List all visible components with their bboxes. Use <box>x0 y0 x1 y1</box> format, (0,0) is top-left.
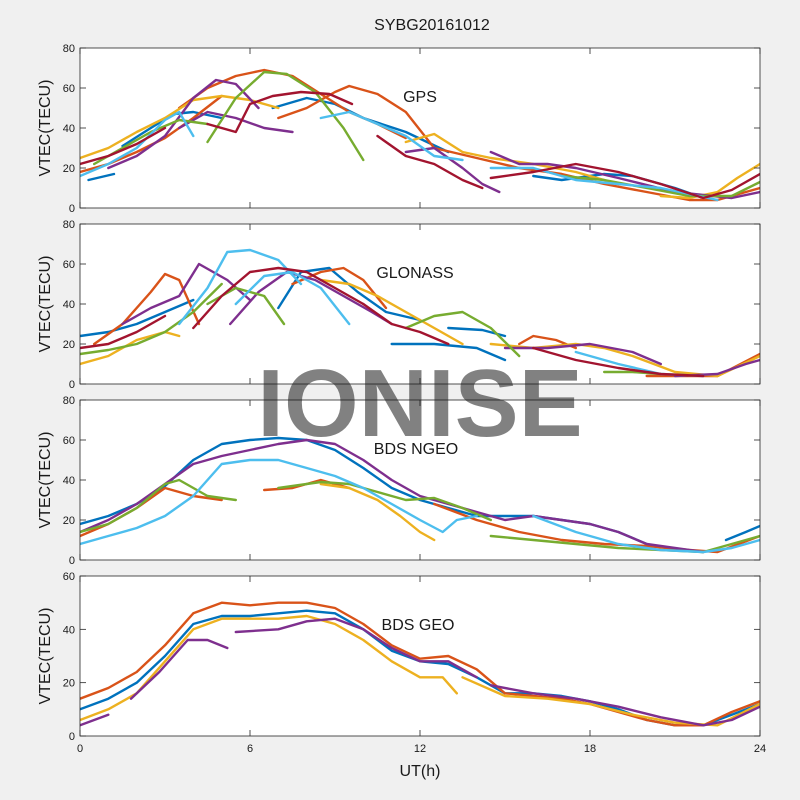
series-line <box>129 638 229 700</box>
panel-title: BDS NGEO <box>374 441 458 458</box>
series-line <box>319 278 464 346</box>
series-line <box>178 248 303 326</box>
y-tick-label: 60 <box>63 571 75 583</box>
y-tick-label: 0 <box>69 203 75 215</box>
series-group <box>80 601 760 727</box>
panel-1: 0 20 40 60 80 VTEC(TECU) GPS <box>37 43 761 215</box>
series-line <box>80 298 195 338</box>
y-tick-label: 80 <box>63 43 75 55</box>
series-line <box>277 84 436 150</box>
series-line <box>80 614 458 722</box>
series-line <box>659 162 760 200</box>
y-tick-label: 0 <box>69 731 75 743</box>
plot-area <box>80 576 760 736</box>
series-line <box>234 270 351 326</box>
series-line <box>724 524 760 542</box>
y-tick-label: 0 <box>69 379 75 391</box>
series-line <box>404 310 521 358</box>
series-line <box>433 146 760 202</box>
y-tick-label: 40 <box>63 624 75 636</box>
y-tick-label: 20 <box>63 163 75 175</box>
y-tick-label: 20 <box>63 339 75 351</box>
series-line <box>206 90 354 134</box>
x-tick-label: 24 <box>754 743 766 755</box>
x-tick-label: 0 <box>77 743 83 755</box>
y-tick-label: 40 <box>63 299 75 311</box>
plot-area <box>80 48 760 208</box>
series-line <box>80 713 110 727</box>
y-tick-label: 20 <box>63 678 75 690</box>
series-line <box>178 110 294 134</box>
y-axis-label: VTEC(TECU) <box>37 608 54 705</box>
y-tick-label: 20 <box>63 515 75 527</box>
series-line <box>80 314 167 350</box>
series-line <box>206 70 365 162</box>
series-line <box>277 266 422 322</box>
series-line <box>107 78 260 170</box>
panel-title: BDS GEO <box>382 617 455 634</box>
series-line <box>80 126 167 166</box>
series-line <box>80 330 181 366</box>
series-line <box>229 270 393 326</box>
panel-3: 0 20 40 60 80 VTEC(TECU) BDS NGEO <box>37 395 761 567</box>
x-axis-label: UT(h) <box>400 763 441 780</box>
panel-title: GLONASS <box>376 265 453 282</box>
series-line <box>532 346 705 378</box>
series-line <box>319 110 464 162</box>
series-line <box>80 94 280 160</box>
series-line <box>489 684 760 727</box>
series-line <box>404 132 620 186</box>
series-group <box>80 248 760 378</box>
x-tick-label: 18 <box>584 743 596 755</box>
y-axis-label: VTEC(TECU) <box>37 432 54 529</box>
panel-title: GPS <box>403 89 437 106</box>
y-axis-label: VTEC(TECU) <box>37 80 54 177</box>
series-line <box>93 272 201 346</box>
series-line <box>376 134 484 190</box>
watermark: IONISE <box>257 350 582 457</box>
series-line <box>489 162 760 200</box>
series-line <box>319 482 436 542</box>
series-line <box>560 174 760 198</box>
x-tick-label: 12 <box>414 743 426 755</box>
figure-title: SYBG20161012 <box>374 17 490 34</box>
series-line <box>390 342 507 362</box>
panel-4: 0 20 40 60 0 6 12 18 24 VTEC(TECU) BDS GEO UT(h) <box>37 571 766 780</box>
y-tick-label: 60 <box>63 259 75 271</box>
series-line <box>234 617 478 679</box>
y-axis-label: VTEC(TECU) <box>37 256 54 353</box>
series-line <box>87 172 116 182</box>
series-line <box>121 262 252 326</box>
series-line <box>80 458 478 546</box>
y-tick-label: 80 <box>63 395 75 407</box>
series-line <box>80 601 760 727</box>
y-tick-label: 40 <box>63 123 75 135</box>
series-group <box>80 436 760 554</box>
series-group <box>80 68 760 202</box>
y-tick-label: 80 <box>63 219 75 231</box>
y-tick-label: 60 <box>63 435 75 447</box>
y-tick-label: 60 <box>63 83 75 95</box>
series-line <box>532 514 760 554</box>
series-line <box>362 302 450 346</box>
series-line <box>80 282 223 356</box>
series-line <box>80 110 195 178</box>
series-line <box>192 266 365 330</box>
x-tick-label: 6 <box>247 743 253 755</box>
y-tick-label: 40 <box>63 475 75 487</box>
series-line <box>80 478 237 534</box>
series-line <box>277 480 492 522</box>
series-line <box>489 534 760 554</box>
y-tick-label: 0 <box>69 555 75 567</box>
panel-2: 0 20 40 60 80 VTEC(TECU) GLONASS <box>37 219 761 391</box>
series-line <box>80 438 705 554</box>
